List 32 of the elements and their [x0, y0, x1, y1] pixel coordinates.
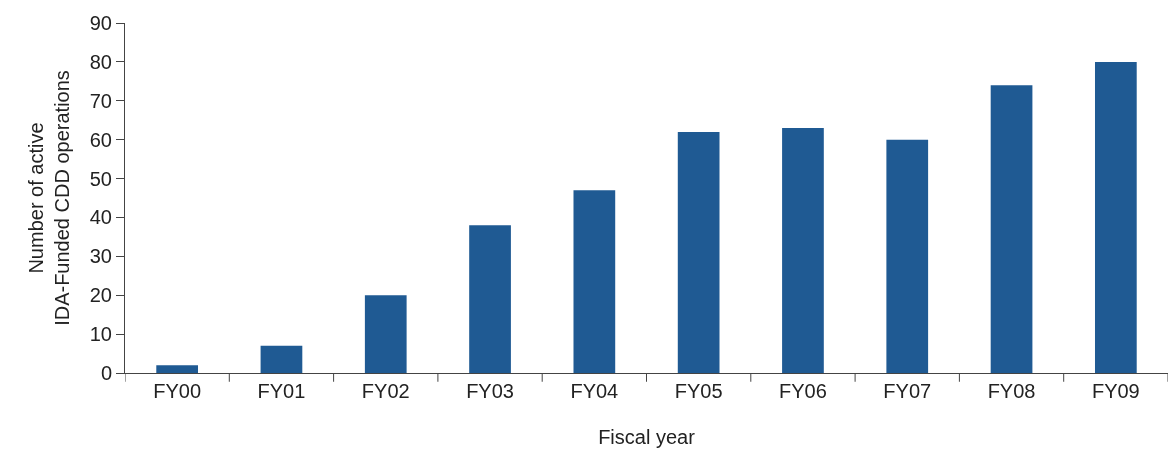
bar	[677, 131, 720, 373]
y-tick-label: 60	[89, 128, 112, 151]
x-tick-label: FY06	[779, 380, 827, 402]
y-tick-label: 80	[89, 50, 112, 73]
x-tick-label: FY09	[1091, 380, 1140, 402]
x-tick-label: FY05	[674, 380, 723, 402]
y-tick-label: 90	[89, 12, 112, 34]
x-tick-label: FY00	[153, 380, 202, 402]
y-tick-label: 0	[100, 362, 112, 384]
x-tick-label: FY03	[466, 380, 514, 402]
bar	[364, 295, 407, 373]
y-tick-label: 70	[89, 89, 112, 112]
y-tick-label: 10	[89, 323, 112, 346]
x-axis-title: Fiscal year	[598, 425, 696, 448]
y-tick-label: 50	[89, 167, 112, 190]
bar	[469, 225, 511, 373]
x-tick-label: FY08	[987, 380, 1036, 402]
x-tick-label: FY01	[257, 380, 306, 402]
x-tick-label: FY02	[361, 380, 410, 402]
y-axis-title: Number of active IDA-Funded CDD operations	[25, 70, 74, 326]
y-tick-label: 30	[89, 245, 112, 268]
x-tick-label: FY04	[570, 380, 619, 402]
y-tick-label: 20	[89, 284, 112, 307]
bar	[1094, 61, 1137, 373]
bar	[260, 345, 303, 373]
bar	[886, 139, 929, 373]
bar	[156, 365, 199, 373]
x-tick-label: FY07	[883, 380, 932, 402]
bar	[573, 190, 616, 373]
y-tick-label: 40	[89, 206, 112, 229]
bar	[782, 128, 824, 373]
bar	[990, 85, 1033, 373]
